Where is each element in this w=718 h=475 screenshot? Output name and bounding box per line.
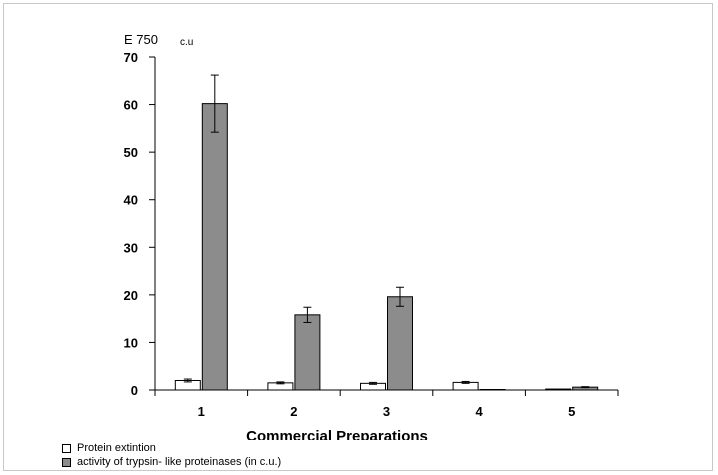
- y-tick-label: 70: [124, 50, 138, 65]
- legend-label-trypsin: activity of trypsin- like proteinases (i…: [77, 456, 282, 468]
- y-tick-label: 50: [124, 145, 138, 160]
- trypsin-activity-bar: [201, 103, 228, 391]
- legend-swatch-trypsin: [62, 457, 71, 467]
- y-axis: 0 10 20 30 40 50 60 70: [124, 50, 156, 398]
- legend-swatch-protein: [62, 443, 71, 453]
- bars: [174, 74, 599, 391]
- trypsin-activity-bar: [387, 296, 413, 391]
- bar-chart: E 750 c.u 0 10 20 30 40 50 60 70 1 2 3 4 5 Commerci…: [124, 32, 619, 440]
- trypsin-activity-bar: [479, 389, 506, 391]
- y-tick-label: 20: [124, 288, 138, 303]
- y-unit-sublabel: c.u: [180, 37, 193, 48]
- trypsin-activity-bar: [294, 314, 321, 391]
- legend-item-protein: Protein extintion: [62, 441, 281, 455]
- legend: Protein extintion activity of trypsin- l…: [62, 441, 281, 469]
- x-tick-label: 1: [198, 404, 205, 419]
- legend-item-trypsin: activity of trypsin- like proteinases (i…: [62, 455, 281, 469]
- y-tick-label: 60: [124, 98, 138, 113]
- protein-extinction-bar: [545, 388, 572, 391]
- x-tick-label: 3: [383, 404, 390, 419]
- y-tick-label: 40: [124, 193, 138, 208]
- y-tick-label: 10: [124, 335, 138, 350]
- legend-label-protein: Protein extintion: [77, 442, 156, 454]
- y-tick-label: 0: [131, 383, 138, 398]
- x-axis-title: Commercial Preparations: [246, 428, 428, 440]
- chart-frame: [3, 3, 713, 471]
- x-tick-label: 5: [568, 404, 575, 419]
- y-tick-label: 30: [124, 240, 138, 255]
- x-tick-label: 4: [475, 404, 483, 419]
- x-tick-label: 2: [290, 404, 297, 419]
- y-unit-label: E 750: [124, 32, 158, 47]
- x-axis: 1 2 3 4 5: [154, 389, 619, 419]
